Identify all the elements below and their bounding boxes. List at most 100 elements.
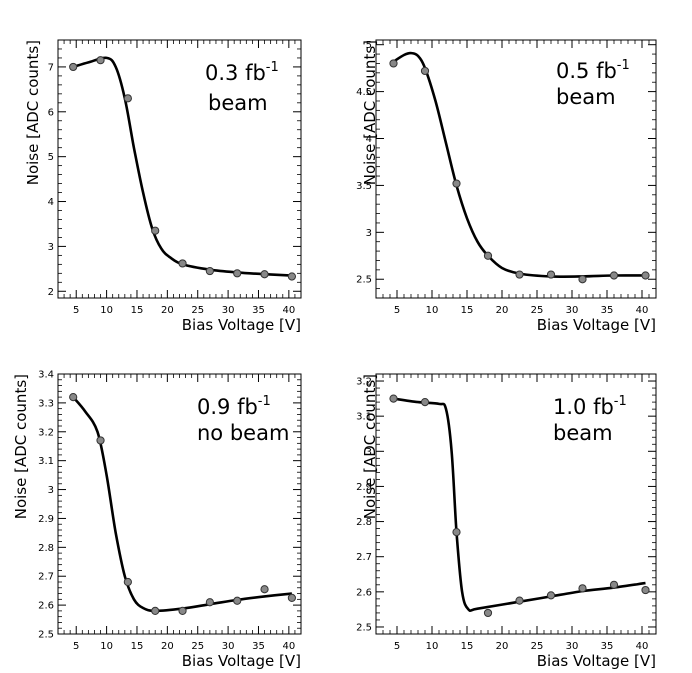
- annotation-exponent: -1: [617, 58, 630, 73]
- y-tick-label: 2.9: [356, 482, 372, 493]
- data-point: [233, 269, 242, 278]
- data-point: [389, 59, 398, 68]
- annotation-condition: beam: [556, 85, 616, 109]
- y-tick-label: 3.1: [38, 456, 54, 467]
- y-tick-label: 4.5: [356, 87, 372, 98]
- x-tick-label: 40: [282, 641, 295, 652]
- x-tick-label: 35: [252, 305, 265, 316]
- y-tick-label: 2: [48, 287, 54, 298]
- data-point: [515, 270, 524, 279]
- annotation-luminosity: 0.3 fb-1: [205, 60, 279, 85]
- data-point: [178, 606, 187, 615]
- x-tick-label: 20: [496, 305, 509, 316]
- panel-2: 5 10 15 20 25 30 35 40 2.5 3 3.5 4 4.5 5 Bias Voltage …: [356, 39, 657, 334]
- data-point: [578, 584, 587, 593]
- data-point: [69, 393, 78, 402]
- x-tick-label: 35: [252, 641, 265, 652]
- x-tick-label: 5: [394, 641, 400, 652]
- y-tick-label: 6: [48, 107, 54, 118]
- y-tick-label: 3: [366, 228, 372, 239]
- data-point: [123, 577, 132, 587]
- y-tick-label: 2.7: [38, 572, 54, 583]
- x-tick-label: 5: [73, 305, 79, 316]
- x-tick-label: 10: [100, 641, 113, 652]
- y-tick-label: 3.4: [38, 370, 54, 381]
- y-tick-label: 7: [48, 62, 54, 73]
- x-tick-label: 25: [191, 305, 204, 316]
- y-tick-label: 5: [366, 40, 372, 51]
- y-tick-label: 3.5: [356, 181, 372, 192]
- y-tick-label: 3.2: [356, 377, 372, 388]
- x-axis-label: Bias Voltage [V]: [182, 316, 301, 334]
- data-point: [287, 272, 296, 281]
- x-tick-label: 25: [531, 641, 544, 652]
- x-tick-label: 25: [531, 305, 544, 316]
- y-axis-label: Noise [ADC counts]: [361, 374, 379, 519]
- data-point: [452, 528, 461, 537]
- x-axis-label: Bias Voltage [V]: [537, 316, 656, 334]
- plot-frame: [375, 373, 657, 635]
- x-tick-label: 30: [566, 641, 579, 652]
- data-point: [452, 179, 461, 188]
- data-point: [96, 56, 105, 65]
- y-tick-label: 2.8: [38, 543, 54, 554]
- y-tick-label: 2.8: [356, 517, 372, 528]
- x-tick-label: 30: [566, 305, 579, 316]
- x-tick-label: 10: [100, 305, 113, 316]
- annotation-exponent: -1: [258, 394, 271, 409]
- panel-1: 5 10 15 20 25 30 35 40 2 3 4 5 6 7 Bias Voltage [V] Noi…: [24, 39, 302, 334]
- data-point: [69, 62, 78, 72]
- y-tick-label: 3: [48, 485, 54, 496]
- x-tick-label: 20: [496, 641, 509, 652]
- y-tick-label: 5: [48, 152, 54, 163]
- data-point: [641, 271, 650, 280]
- panel-4: 5 10 15 20 25 30 35 40 2.5 2.6 2.7 2.8 2.9 3 3.1 3.2 Bia…: [356, 373, 657, 670]
- x-axis-label: Bias Voltage [V]: [537, 652, 656, 670]
- data-point: [178, 259, 187, 268]
- x-tick-label: 15: [131, 641, 144, 652]
- y-tick-label: 2.9: [38, 514, 54, 525]
- annotation-condition: beam: [553, 421, 613, 445]
- data-point: [546, 270, 556, 279]
- y-tick-label: 2.5: [356, 275, 372, 286]
- panel-3: 5 10 15 20 25 30 35 40 2.5 2.6 2.7 2.8 2.9 3 3.1 3.2 3.3…: [12, 370, 302, 670]
- y-tick-label: 3: [366, 447, 372, 458]
- x-tick-label: 15: [131, 305, 144, 316]
- data-point: [641, 585, 650, 595]
- y-tick-label: 2.5: [38, 630, 54, 641]
- plot-frame: [57, 373, 302, 635]
- annotation-condition: beam: [208, 91, 268, 115]
- data-point: [483, 608, 493, 618]
- x-tick-label: 5: [394, 305, 400, 316]
- x-axis-label: Bias Voltage [V]: [182, 652, 301, 670]
- y-axis-label: Noise [ADC counts]: [12, 374, 30, 519]
- y-tick-label: 3: [48, 242, 54, 253]
- data-point: [260, 270, 269, 279]
- data-point: [420, 66, 430, 76]
- data-point: [287, 593, 296, 602]
- y-tick-label: 3.1: [356, 412, 372, 423]
- data-point: [578, 275, 587, 284]
- x-tick-label: 15: [461, 641, 474, 652]
- annotation-value: 0.5 fb: [556, 59, 617, 83]
- data-point: [123, 94, 132, 103]
- y-tick-label: 3.3: [38, 398, 54, 409]
- data-point: [389, 394, 398, 403]
- data-point: [609, 271, 619, 280]
- annotation-value: 0.9 fb: [197, 395, 258, 419]
- x-tick-label: 20: [161, 641, 174, 652]
- data-point: [205, 266, 214, 276]
- y-tick-label: 4: [366, 134, 372, 145]
- data-point: [151, 226, 160, 235]
- y-axis-label: Noise [ADC counts]: [24, 40, 42, 185]
- x-tick-label: 35: [601, 641, 614, 652]
- data-point: [420, 398, 430, 407]
- y-tick-label: 3.2: [38, 427, 54, 438]
- annotation-luminosity: 0.5 fb-1: [556, 58, 630, 83]
- x-tick-label: 25: [191, 641, 204, 652]
- x-tick-label: 40: [636, 641, 649, 652]
- annotation-luminosity: 0.9 fb-1: [197, 394, 271, 419]
- x-tick-label: 40: [636, 305, 649, 316]
- data-point: [205, 598, 214, 607]
